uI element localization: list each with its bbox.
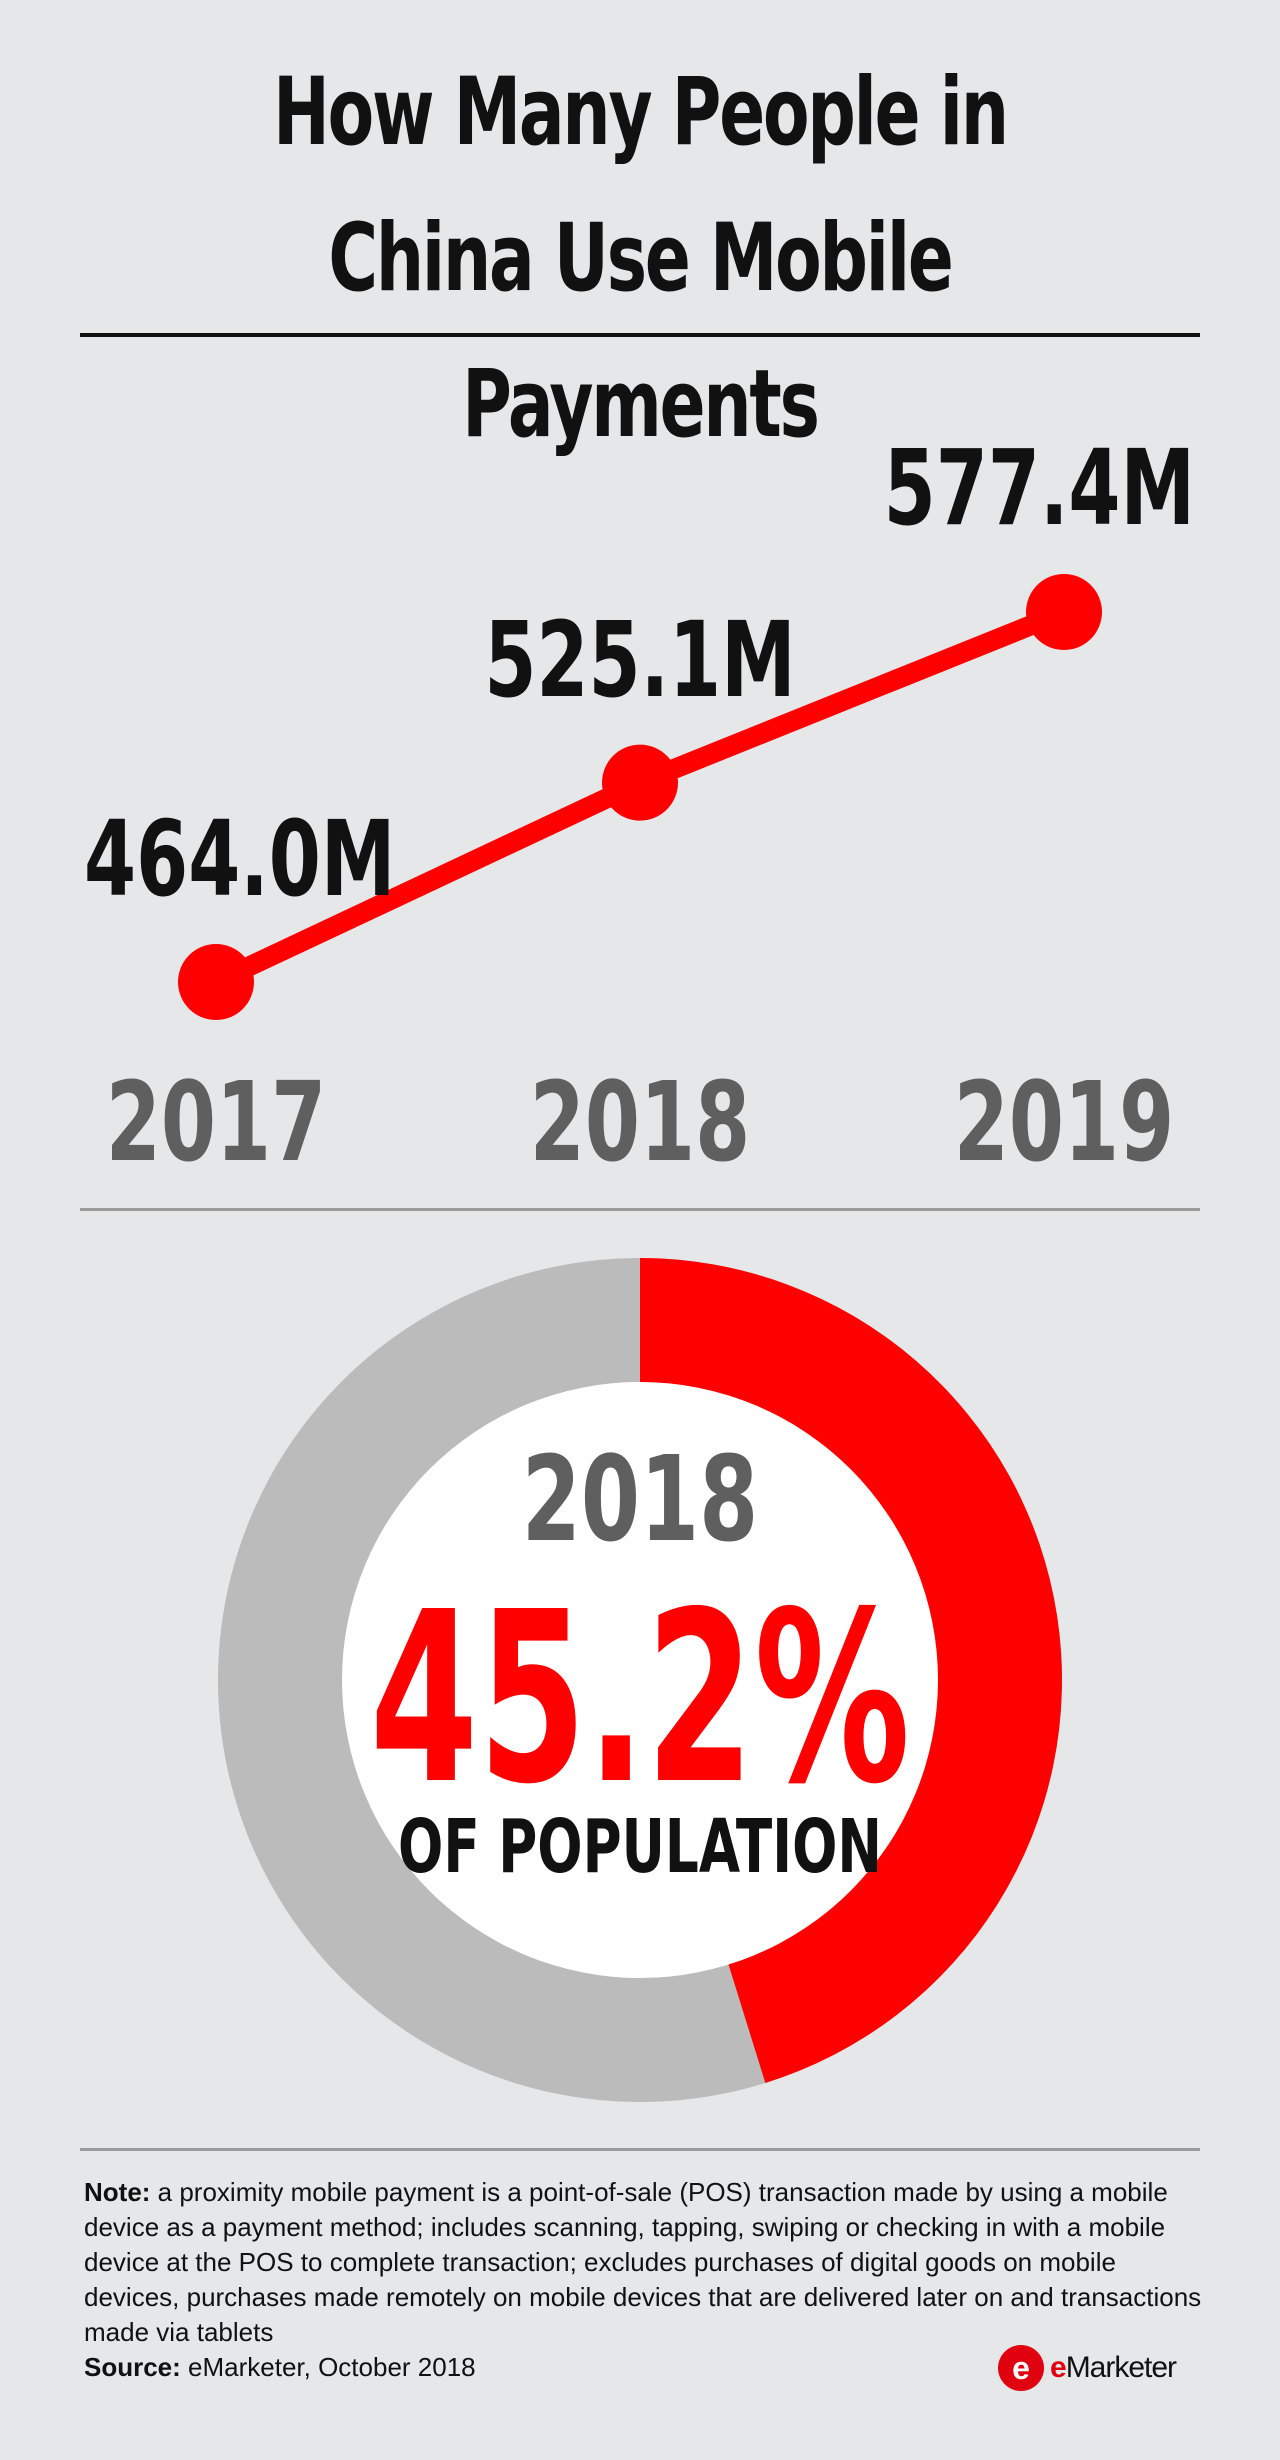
x-tick-label: 2017 (106, 1058, 326, 1187)
emarketer-logo-icon: e (998, 2345, 1044, 2391)
source-label: Source: (84, 2352, 181, 2382)
donut-year: 2018 (522, 1432, 758, 1569)
data-point (178, 944, 254, 1020)
emarketer-logo: e eMarketer (998, 2340, 1177, 2396)
source-text: Source: eMarketer, October 2018 (84, 2350, 1214, 2385)
donut-value-group: 45.2% (370, 1562, 910, 1837)
x-tick-label: 2018 (530, 1058, 750, 1187)
data-label-group: 525.1M (484, 601, 795, 722)
donut-caption: OF POPULATION (398, 1804, 882, 1890)
note-text: Note: a proximity mobile payment is a po… (84, 2175, 1214, 2350)
data-label-group: 464.0M (84, 800, 395, 921)
x-tick-label: 2019 (954, 1058, 1174, 1187)
line-chart: 464.0M 525.1M 577.4M 2017 2018 2019 (84, 429, 1195, 1187)
note-body: a proximity mobile payment is a point-of… (84, 2177, 1202, 2347)
x-tick-label-group: 2019 (954, 1058, 1174, 1187)
section-divider (80, 1208, 1200, 1211)
data-label: 577.4M (884, 429, 1195, 550)
x-tick-label-group: 2018 (530, 1058, 750, 1187)
data-label: 464.0M (84, 800, 395, 921)
x-tick-label-group: 2017 (106, 1058, 326, 1187)
donut-value-label: 45.2% (370, 1562, 910, 1837)
data-label-group: 577.4M (884, 429, 1195, 550)
donut-caption-group: OF POPULATION (398, 1804, 882, 1890)
donut-year-group: 2018 (522, 1432, 758, 1569)
title-line-1: How Many People in (273, 58, 1009, 167)
title-divider (80, 333, 1200, 337)
data-point (1026, 574, 1102, 650)
logo-wordmark: eMarketer (1050, 2351, 1177, 2384)
footer-divider (80, 2148, 1200, 2151)
data-label: 525.1M (484, 601, 795, 722)
note-label: Note: (84, 2177, 151, 2207)
page-title: How Many People in China Use Mobile Paym… (179, 40, 1101, 478)
data-point (602, 744, 678, 821)
title-line-2: China Use Mobile Payments (328, 204, 953, 459)
source-body: eMarketer, October 2018 (180, 2352, 476, 2382)
donut-hole (342, 1382, 938, 1978)
footnote: Note: a proximity mobile payment is a po… (84, 2175, 1214, 2385)
